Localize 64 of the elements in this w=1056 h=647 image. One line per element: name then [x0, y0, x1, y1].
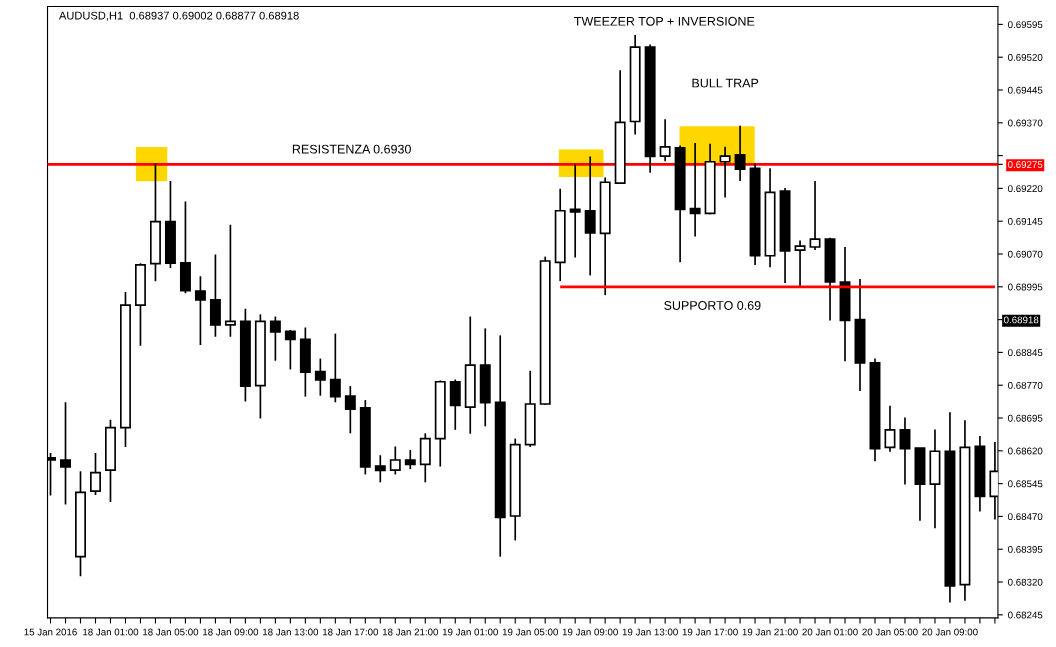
ref-line-label: RESISTENZA 0.6930 — [292, 144, 411, 154]
y-tick-label: 0.68770 — [1008, 381, 1043, 389]
x-tick-label: 19 Jan 17:00 — [682, 628, 738, 636]
candlestick — [374, 454, 386, 484]
candlestick — [659, 118, 671, 163]
y-tick-label: 0.68620 — [1008, 447, 1043, 455]
candlestick — [60, 401, 71, 506]
candlestick — [269, 315, 281, 362]
candlestick — [719, 146, 731, 199]
candlestick — [884, 404, 896, 453]
y-tick-label: 0.69520 — [1008, 53, 1043, 61]
y-tick-label: 0.68245 — [1008, 611, 1043, 619]
candlestick — [404, 449, 416, 471]
y-tick-label: 0.69445 — [1008, 86, 1043, 94]
candlestick — [344, 385, 356, 435]
x-tick-label: 19 Jan 05:00 — [502, 628, 558, 636]
y-tick-label: 0.69070 — [1008, 250, 1043, 258]
candlestick — [47, 452, 57, 497]
candlestick — [389, 445, 401, 476]
x-tick-label: 18 Jan 01:00 — [83, 628, 139, 636]
x-tick-label: 18 Jan 09:00 — [203, 628, 259, 636]
candlestick — [224, 223, 236, 338]
x-tick-label: 18 Jan 05:00 — [143, 628, 199, 636]
candlestick — [90, 452, 101, 496]
y-tick-label: 0.69220 — [1008, 185, 1043, 193]
candlestick — [899, 416, 911, 486]
candlestick — [584, 155, 596, 277]
y-tick-label: 0.68395 — [1008, 545, 1043, 553]
y-tick-label: 0.68470 — [1008, 513, 1043, 521]
x-tick-label: 20 Jan 09:00 — [922, 628, 978, 636]
annotation: BULL TRAP — [692, 78, 759, 88]
y-tick-label: 0.68695 — [1008, 414, 1043, 422]
y-tick-label: 0.68845 — [1008, 349, 1043, 357]
text: 0.68918 — [1004, 316, 1039, 324]
y-tick-label: 0.69275 — [1008, 161, 1043, 168]
y-tick-label: 0.69595 — [1008, 21, 1043, 29]
candlestick — [194, 275, 206, 346]
x-tick-label: 20 Jan 05:00 — [862, 628, 918, 636]
x-tick-label: 18 Jan 17:00 — [322, 628, 379, 636]
x-tick-label: 18 Jan 21:00 — [382, 628, 439, 636]
x-tick-label: 19 Jan 09:00 — [562, 628, 618, 636]
y-tick-label: 0.68545 — [1008, 480, 1043, 488]
candlestick — [569, 163, 581, 259]
candlestick — [809, 180, 821, 251]
y-tick-label: 0.69145 — [1008, 217, 1043, 225]
candlestick — [284, 329, 296, 371]
y-tick-label: 0.69370 — [1008, 119, 1043, 127]
candlestick — [449, 378, 461, 431]
candlestick — [689, 142, 701, 238]
y-tick-label: 0.68320 — [1008, 578, 1043, 586]
x-tick-label: 15 Jan 2016 — [24, 628, 77, 636]
x-tick-label: 18 Jan 13:00 — [263, 628, 319, 636]
x-tick-label: 19 Jan 13:00 — [622, 628, 678, 636]
annotation: TWEEZER TOP + INVERSIONE — [574, 16, 755, 26]
x-tick-label: 19 Jan 21:00 — [742, 628, 798, 636]
candlestick — [734, 125, 746, 182]
x-tick-label: 19 Jan 01:00 — [442, 628, 498, 636]
candlestick — [794, 239, 806, 288]
candlestick — [329, 332, 341, 404]
series-label: SUPPORTO 0.69 — [664, 301, 761, 310]
candlestick — [314, 357, 326, 397]
y-tick-label: 0.68995 — [1008, 283, 1043, 291]
x-tick-label: 20 Jan 01:00 — [802, 628, 858, 636]
chart-title: AUDUSD,H1 0.68937 0.69002 0.68877 0.68918 — [58, 11, 299, 21]
